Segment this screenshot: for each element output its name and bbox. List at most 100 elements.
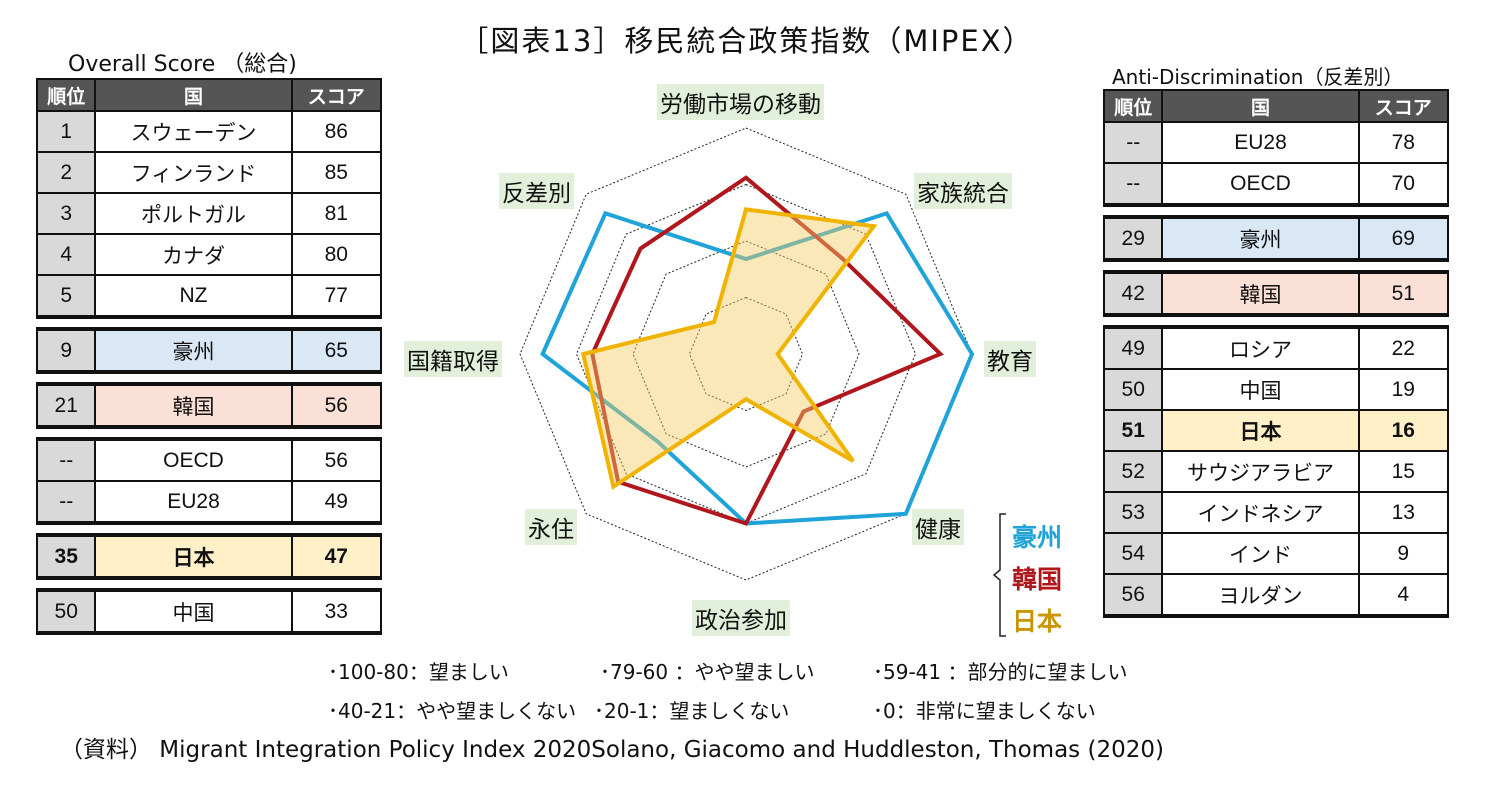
cell-rank: 9: [35, 327, 97, 374]
cell-rank: 50: [1102, 368, 1164, 411]
table-row: 51 日本 16: [1102, 409, 1450, 452]
table-row: 35 日本 47: [35, 533, 383, 580]
cell-score: 33: [290, 588, 383, 635]
cell-score: 56: [290, 437, 383, 482]
cell-rank: --: [1102, 162, 1164, 207]
cell-country: 中国: [1161, 368, 1360, 411]
table-row: 53 インドネシア 13: [1102, 491, 1450, 534]
cell-rank: 50: [35, 588, 97, 635]
grid-ring-50: [632, 240, 860, 468]
note-1: ･100-80：望ましい: [328, 660, 509, 684]
cell-rank: 52: [1102, 450, 1164, 493]
table-row: 50 中国 19: [1102, 368, 1450, 411]
cell-rank: 49: [1102, 325, 1164, 370]
cell-country: ヨルダン: [1161, 573, 1360, 618]
cell-country: EU28: [1161, 121, 1360, 164]
cell-country: 中国: [94, 588, 293, 635]
cell-country: カナダ: [94, 233, 293, 276]
table-row: 54 インド 9: [1102, 532, 1450, 575]
cell-country: 豪州: [94, 327, 293, 374]
axis-label: 永住: [525, 509, 577, 545]
overall-score-table: 順位国スコア 1 スウェーデン 86 2 フィンランド 85 3 ポルトガル 81 4 カナダ 80 5 N…: [35, 78, 383, 635]
table-row: 42 韓国 51: [1102, 270, 1450, 317]
cell-rank: 35: [35, 533, 97, 580]
cell-country: サウジアラビア: [1161, 450, 1360, 493]
cell-country: OECD: [1161, 162, 1360, 207]
grid-ring-75: [575, 183, 917, 525]
cell-country: 韓国: [1161, 270, 1360, 317]
cell-country: 韓国: [94, 382, 293, 429]
axis-label: 家族統合: [914, 173, 1012, 209]
table-header: スコア: [290, 78, 383, 112]
table-row: 5 NZ 77: [35, 274, 383, 319]
table-row: 50 中国 33: [35, 588, 383, 635]
table-row: 56 ヨルダン 4: [1102, 573, 1450, 618]
cell-country: スウェーデン: [94, 110, 293, 153]
cell-score: 4: [1357, 573, 1450, 618]
cell-rank: 1: [35, 110, 97, 153]
table-row: 29 豪州 69: [1102, 215, 1450, 262]
cell-country: 日本: [94, 533, 293, 580]
cell-score: 16: [1357, 409, 1450, 452]
note-4: ･40-21：やや望ましくない: [328, 699, 577, 723]
table-row: -- EU28 78: [1102, 121, 1450, 164]
table-header: 国: [94, 78, 293, 112]
cell-rank: 4: [35, 233, 97, 276]
table-header: 順位: [35, 78, 97, 112]
cell-country: NZ: [94, 274, 293, 319]
cell-score: 19: [1357, 368, 1450, 411]
grid-ring-100: [519, 127, 973, 581]
table-row: -- OECD 56: [35, 437, 383, 482]
table-row: 9 豪州 65: [35, 327, 383, 374]
cell-score: 81: [290, 192, 383, 235]
cell-score: 15: [1357, 450, 1450, 493]
table-header: 順位: [1102, 89, 1164, 123]
legend-bracket: [992, 513, 1006, 637]
cell-score: 80: [290, 233, 383, 276]
cell-country: ポルトガル: [94, 192, 293, 235]
cell-country: インド: [1161, 532, 1360, 575]
source-note: （資料） Migrant Integration Policy Index 20…: [60, 737, 1164, 763]
series-日本: [580, 207, 878, 490]
table-row: 52 サウジアラビア 15: [1102, 450, 1450, 493]
cell-country: ロシア: [1161, 325, 1360, 370]
note-2: ･79-60 ：やや望ましい: [600, 660, 815, 684]
table-row: -- OECD 70: [1102, 162, 1450, 207]
axis-label: 政治参加: [692, 600, 790, 636]
cell-rank: --: [35, 437, 97, 482]
table-row: -- EU28 49: [35, 480, 383, 525]
cell-rank: 3: [35, 192, 97, 235]
cell-rank: 2: [35, 151, 97, 194]
table-header: スコア: [1357, 89, 1450, 123]
cell-score: 9: [1357, 532, 1450, 575]
axis-label: 健康: [912, 509, 964, 545]
cell-score: 56: [290, 382, 383, 429]
cell-score: 85: [290, 151, 383, 194]
table-row: 4 カナダ 80: [35, 233, 383, 276]
cell-rank: 51: [1102, 409, 1164, 452]
cell-country: 日本: [1161, 409, 1360, 452]
legend-item: 韓国: [1012, 565, 1063, 594]
cell-country: OECD: [94, 437, 293, 482]
axis-label: 国籍取得: [404, 341, 502, 377]
cell-rank: 42: [1102, 270, 1164, 317]
cell-country: インドネシア: [1161, 491, 1360, 534]
anti-table-title: Anti-Discrimination（反差別）: [1112, 65, 1404, 89]
cell-rank: --: [35, 480, 97, 525]
table-row: 21 韓国 56: [35, 382, 383, 429]
legend-item: 豪州: [1012, 523, 1063, 552]
cell-score: 65: [290, 327, 383, 374]
table-header: 国: [1161, 89, 1360, 123]
note-5: ･20-1：望ましくない: [594, 699, 790, 723]
axis-label: 教育: [984, 341, 1036, 377]
cell-score: 69: [1357, 215, 1450, 262]
cell-rank: 21: [35, 382, 97, 429]
cell-rank: 56: [1102, 573, 1164, 618]
cell-country: 豪州: [1161, 215, 1360, 262]
cell-rank: 54: [1102, 532, 1164, 575]
cell-score: 13: [1357, 491, 1450, 534]
table-row: 1 スウェーデン 86: [35, 110, 383, 153]
table-row: 3 ポルトガル 81: [35, 192, 383, 235]
cell-score: 86: [290, 110, 383, 153]
